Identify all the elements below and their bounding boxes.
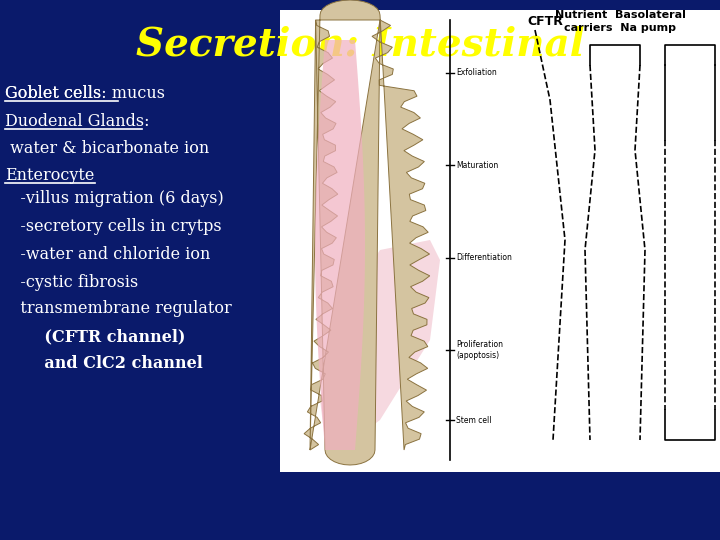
- Text: -secretory cells in crytps: -secretory cells in crytps: [5, 218, 222, 235]
- Text: carriers  Na pump: carriers Na pump: [564, 23, 676, 33]
- Text: -villus migration (6 days): -villus migration (6 days): [5, 190, 224, 207]
- Text: Stem cell: Stem cell: [456, 416, 492, 425]
- Text: -cystic fibrosis: -cystic fibrosis: [5, 274, 138, 291]
- Text: Differentiation: Differentiation: [456, 253, 512, 262]
- Text: CFTR: CFTR: [527, 15, 563, 28]
- Text: Goblet cells: mucus: Goblet cells: mucus: [5, 85, 165, 102]
- Text: Goblet cells: Goblet cells: [5, 85, 102, 102]
- Text: Enterocyte: Enterocyte: [5, 167, 94, 184]
- Polygon shape: [304, 0, 430, 465]
- Text: Nutrient  Basolateral: Nutrient Basolateral: [554, 10, 685, 20]
- Polygon shape: [315, 40, 365, 450]
- Text: Proliferation
(apoptosis): Proliferation (apoptosis): [456, 340, 503, 360]
- Text: Maturation: Maturation: [456, 161, 498, 170]
- Text: Secretion: Intestinal: Secretion: Intestinal: [136, 25, 584, 63]
- Text: water & bicarbonate ion: water & bicarbonate ion: [5, 140, 210, 157]
- Text: -water and chloride ion: -water and chloride ion: [5, 246, 210, 263]
- Text: (CFTR channel): (CFTR channel): [5, 328, 185, 345]
- Text: Exfoliation: Exfoliation: [456, 68, 497, 77]
- Text: Duodenal Glands:: Duodenal Glands:: [5, 113, 150, 130]
- Polygon shape: [320, 240, 440, 450]
- Text: and ClC2 channel: and ClC2 channel: [5, 355, 203, 372]
- Text: transmembrane regulator: transmembrane regulator: [5, 300, 232, 317]
- FancyBboxPatch shape: [280, 10, 720, 472]
